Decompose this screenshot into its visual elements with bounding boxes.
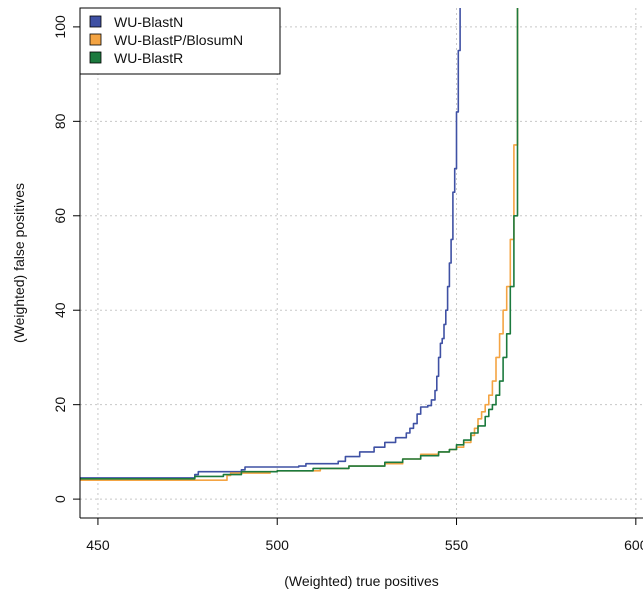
legend-label-1: WU-BlastN bbox=[114, 14, 183, 30]
series-line-3 bbox=[80, 8, 519, 480]
legend-swatch-1 bbox=[89, 15, 102, 28]
grid bbox=[80, 8, 643, 518]
legend-swatch-3 bbox=[89, 51, 102, 64]
y-tick-label: 80 bbox=[52, 113, 68, 129]
y-tick-label: 60 bbox=[52, 208, 68, 224]
y-tick-label: 20 bbox=[52, 397, 68, 413]
legend-label-3: WU-BlastR bbox=[114, 50, 183, 66]
y-tick-label: 100 bbox=[52, 15, 68, 39]
y-tick-label: 0 bbox=[52, 495, 68, 503]
legend-swatch-2 bbox=[89, 33, 102, 46]
x-axis-label: (Weighted) true positives bbox=[284, 573, 439, 589]
axes bbox=[79, 8, 643, 519]
x-tick-label: 450 bbox=[86, 537, 110, 553]
legend: WU-BlastN WU-BlastP/BlosumN WU-BlastR bbox=[79, 7, 281, 75]
tick-labels: 450 500 550 600 0 20 40 60 80 100 bbox=[52, 15, 643, 553]
y-axis-label: (Weighted) false positives bbox=[11, 183, 27, 343]
x-tick-label: 500 bbox=[266, 537, 290, 553]
legend-label-2: WU-BlastP/BlosumN bbox=[114, 32, 243, 48]
x-tick-label: 550 bbox=[445, 537, 469, 553]
series-lines bbox=[80, 8, 519, 481]
y-tick-label: 40 bbox=[52, 302, 68, 318]
series-line-1 bbox=[80, 8, 461, 479]
x-tick-label: 600 bbox=[624, 537, 643, 553]
legend-box bbox=[79, 7, 281, 75]
